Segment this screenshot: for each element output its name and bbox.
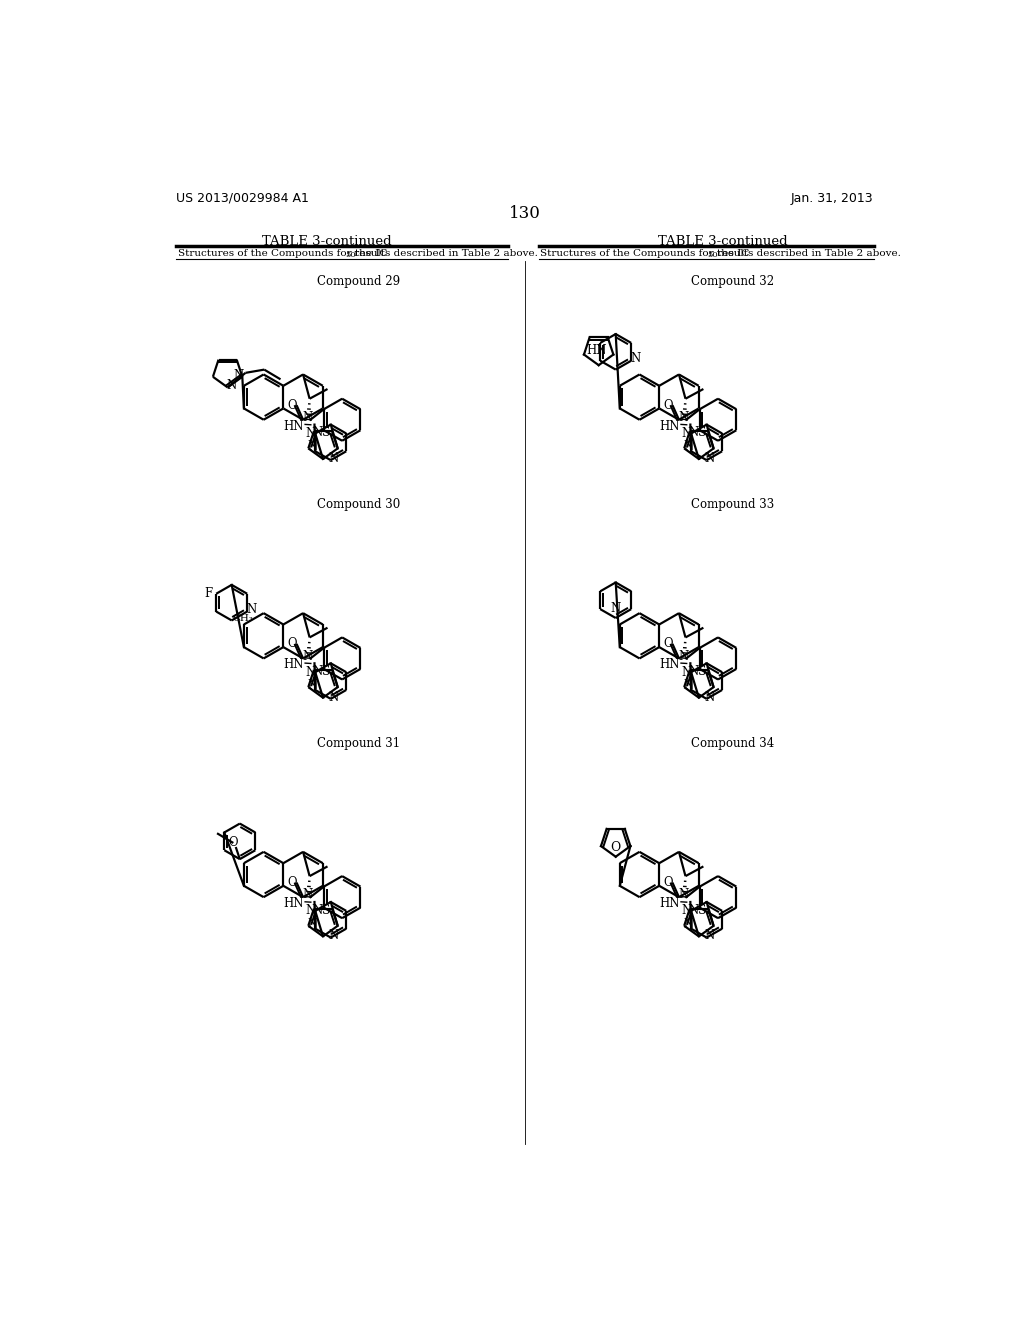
Text: Compound 32: Compound 32 (691, 275, 774, 288)
Text: N: N (705, 451, 715, 465)
Text: N: N (226, 379, 237, 392)
Text: S: S (323, 904, 331, 916)
Text: N: N (329, 451, 339, 465)
Text: N: N (681, 426, 691, 440)
Text: N: N (305, 904, 315, 917)
Text: N: N (678, 411, 688, 424)
Text: N: N (681, 665, 691, 678)
Text: N: N (307, 441, 317, 453)
Text: N: N (329, 690, 339, 704)
Text: N: N (305, 665, 315, 678)
Text: N: N (678, 649, 688, 663)
Text: HN: HN (586, 345, 606, 358)
Text: N: N (689, 426, 699, 440)
Text: N: N (313, 665, 324, 678)
Text: N: N (307, 917, 317, 931)
Text: HN: HN (283, 898, 303, 909)
Text: O: O (288, 399, 297, 412)
Text: S: S (323, 665, 331, 678)
Text: N: N (681, 904, 691, 917)
Text: N: N (313, 426, 324, 440)
Text: O: O (664, 399, 673, 412)
Text: Compound 30: Compound 30 (317, 499, 400, 511)
Text: O: O (610, 841, 621, 854)
Text: Compound 34: Compound 34 (691, 737, 774, 750)
Text: 130: 130 (509, 206, 541, 222)
Text: S: S (698, 426, 707, 440)
Text: S: S (323, 426, 331, 440)
Text: N: N (302, 649, 312, 663)
Text: HN: HN (283, 659, 303, 672)
Text: HN: HN (659, 659, 680, 672)
Text: N: N (689, 665, 699, 678)
Text: N: N (678, 888, 688, 902)
Text: N: N (305, 426, 315, 440)
Text: N: N (683, 441, 693, 453)
Text: O: O (288, 638, 297, 651)
Text: F: F (204, 587, 212, 601)
Text: Compound 31: Compound 31 (317, 737, 400, 750)
Text: N: N (302, 411, 312, 424)
Text: 50: 50 (345, 251, 355, 259)
Text: O: O (664, 638, 673, 651)
Text: CH₃: CH₃ (232, 614, 254, 623)
Text: Jan. 31, 2013: Jan. 31, 2013 (791, 191, 873, 205)
Text: O: O (288, 876, 297, 890)
Text: N: N (683, 678, 693, 692)
Text: S: S (698, 904, 707, 916)
Text: results described in Table 2 above.: results described in Table 2 above. (714, 248, 901, 257)
Text: Structures of the Compounds for the IC: Structures of the Compounds for the IC (177, 248, 387, 257)
Text: N: N (705, 929, 715, 942)
Text: Structures of the Compounds for the IC: Structures of the Compounds for the IC (541, 248, 750, 257)
Text: HN: HN (659, 420, 680, 433)
Text: N: N (329, 929, 339, 942)
Text: TABLE 3-continued: TABLE 3-continued (658, 235, 788, 248)
Text: Compound 29: Compound 29 (317, 275, 400, 288)
Text: Compound 33: Compound 33 (691, 499, 774, 511)
Text: N: N (683, 917, 693, 931)
Text: N: N (630, 352, 640, 364)
Text: N: N (313, 904, 324, 916)
Text: HN: HN (659, 898, 680, 909)
Text: O: O (228, 837, 238, 850)
Text: N: N (705, 690, 715, 704)
Text: N: N (246, 603, 256, 615)
Text: N: N (610, 602, 621, 615)
Text: S: S (698, 665, 707, 678)
Text: N: N (307, 678, 317, 692)
Text: N: N (302, 888, 312, 902)
Text: US 2013/0029984 A1: US 2013/0029984 A1 (176, 191, 309, 205)
Text: N: N (689, 904, 699, 916)
Text: results described in Table 2 above.: results described in Table 2 above. (351, 248, 538, 257)
Text: N: N (233, 368, 244, 381)
Text: 50: 50 (708, 251, 718, 259)
Text: HN: HN (283, 420, 303, 433)
Text: O: O (664, 876, 673, 890)
Text: TABLE 3-continued: TABLE 3-continued (261, 235, 391, 248)
